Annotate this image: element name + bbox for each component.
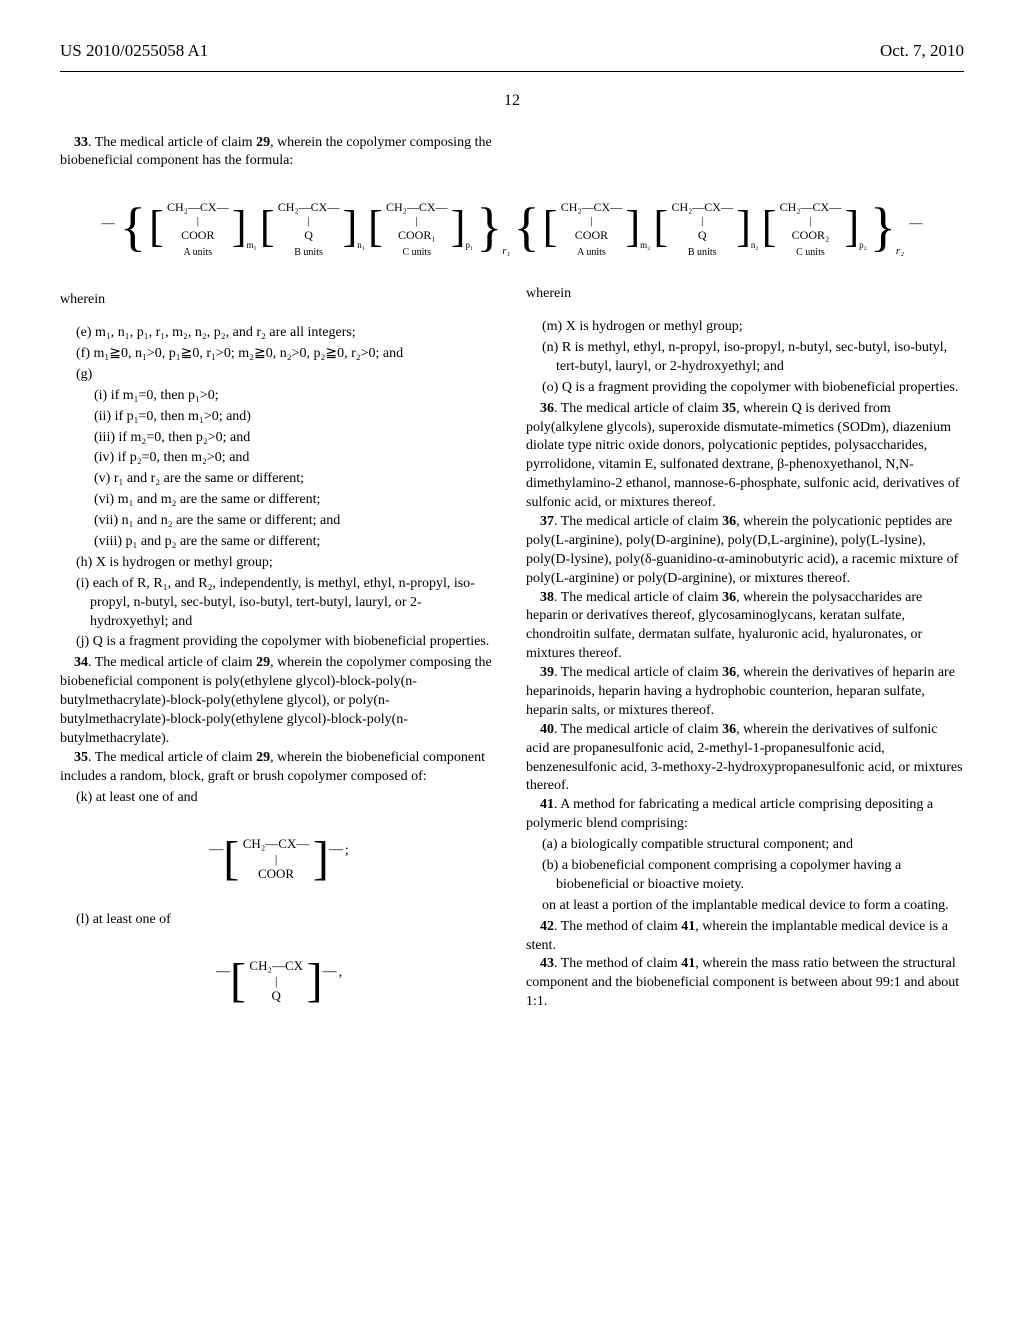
c33-g-vii: (vii) n₁ and n₂ are the same or differen…: [60, 512, 498, 531]
c33-h: (h) X is hydrogen or methyl group;: [60, 554, 498, 573]
formula-wide: — { [ CH₂—CX— | COOR A units ]m₁ [ CH₂—C…: [60, 199, 964, 259]
c35-k: (k) at least one of and: [60, 789, 498, 808]
claim-36: 36. The medical article of claim 35, whe…: [526, 400, 964, 513]
claim-37: 37. The medical article of claim 36, whe…: [526, 513, 964, 589]
claim-lead-text: . The medical article of claim: [554, 665, 722, 680]
c35-l: (l) at least one of: [60, 911, 498, 930]
c33-g-viii: (viii) p₁ and p₂ are the same or differe…: [60, 533, 498, 552]
claim-lead-text: . The medical article of claim: [88, 655, 256, 670]
body-columns: 33. The medical article of claim 29, whe…: [60, 134, 964, 1023]
unit-c1: CH₂—CX— | COOR₁ C units: [386, 199, 448, 259]
claim-38: 38. The medical article of claim 36, whe…: [526, 589, 964, 665]
claim-33: 33. The medical article of claim 29, whe…: [60, 134, 498, 172]
unit-a1: CH₂—CX— | COOR A units: [167, 199, 229, 259]
claim-ref: 29: [256, 655, 270, 670]
c33-e: (e) m₁, n₁, p₁, r₁, m₂, n₂, p₂, and r₂ a…: [60, 324, 498, 343]
c33-g-v: (v) r₁ and r₂ are the same or different;: [60, 470, 498, 489]
unit-c2: CH₂—CX— | COOR₂ C units: [780, 199, 842, 259]
claim-num: 43: [540, 956, 554, 971]
c33-g-iv: (iv) if p₂=0, then m₂>0; and: [60, 449, 498, 468]
claim-lead-text: . The medical article of claim: [88, 135, 256, 150]
unit-a2: CH₂—CX— | COOR A units: [561, 199, 623, 259]
doc-id: US 2010/0255058 A1: [60, 40, 208, 63]
claim-ref: 41: [681, 919, 695, 934]
claim-41: 41. A method for fabricating a medical a…: [526, 796, 964, 834]
wherein-35: wherein: [526, 285, 964, 304]
wherein-33: wherein: [60, 291, 498, 310]
c33-g-vi: (vi) m₁ and m₂ are the same or different…: [60, 491, 498, 510]
claim-lead-text: . The medical article of claim: [554, 722, 722, 737]
claim-43: 43. The method of claim 41, wherein the …: [526, 955, 964, 1012]
unit-b2: CH₂—CX— | Q B units: [671, 199, 733, 259]
formula-l: —[ CH₂—CX | Q ]—,: [60, 957, 498, 1004]
page: US 2010/0255058 A1 Oct. 7, 2010 12 33. T…: [0, 0, 1024, 1082]
claim-ref: 29: [256, 135, 270, 150]
c33-f: (f) m₁≧0, n₁>0, p₁≧0, r₁>0; m₂≧0, n₂>0, …: [60, 345, 498, 364]
claim-ref: 41: [681, 956, 695, 971]
c33-g: (g): [60, 366, 498, 385]
c35-n: (n) R is methyl, ethyl, n-propyl, iso-pr…: [526, 339, 964, 377]
claim-ref: 29: [256, 750, 270, 765]
claim-lead-text: . A method for fabricating a medical art…: [526, 797, 933, 831]
claim-ref: 36: [722, 514, 736, 529]
claim-num: 34: [74, 655, 88, 670]
claim-ref: 36: [722, 722, 736, 737]
claim-num: 35: [74, 750, 88, 765]
c35-m: (m) X is hydrogen or methyl group;: [526, 318, 964, 337]
c41-b: (b) a biobeneficial component comprising…: [526, 857, 964, 895]
claim-ref: 36: [722, 590, 736, 605]
unit-b1: CH₂—CX— | Q B units: [278, 199, 340, 259]
claim-34: 34. The medical article of claim 29, whe…: [60, 654, 498, 748]
claim-lead-text: . The method of claim: [554, 919, 681, 934]
claim-35: 35. The medical article of claim 29, whe…: [60, 749, 498, 787]
claim-num: 38: [540, 590, 554, 605]
claim-lead-text: . The method of claim: [554, 956, 681, 971]
running-header: US 2010/0255058 A1 Oct. 7, 2010: [60, 40, 964, 63]
claim-lead-text: . The medical article of claim: [554, 590, 722, 605]
claim-num: 33: [74, 135, 88, 150]
c33-g-ii: (ii) if p₁=0, then m₁>0; and): [60, 408, 498, 427]
claim-num: 39: [540, 665, 554, 680]
c41-a: (a) a biologically compatible structural…: [526, 836, 964, 855]
claim-lead-text: . The medical article of claim: [554, 401, 722, 416]
c35-o: (o) Q is a fragment providing the copoly…: [526, 379, 964, 398]
claim-ref: 35: [722, 401, 736, 416]
claim-39: 39. The medical article of claim 36, whe…: [526, 664, 964, 721]
claim-lead-text: . The medical article of claim: [88, 750, 256, 765]
claim-num: 40: [540, 722, 554, 737]
formula-k: —[ CH₂—CX— | COOR ]—;: [60, 835, 498, 882]
claim-42: 42. The method of claim 41, wherein the …: [526, 918, 964, 956]
page-number: 12: [60, 90, 964, 112]
c33-i: (i) each of R, R₁, and R₂, independently…: [60, 575, 498, 632]
c41-c: on at least a portion of the implantable…: [526, 897, 964, 916]
claim-lead-text: . The medical article of claim: [554, 514, 722, 529]
claim-num: 37: [540, 514, 554, 529]
claim-num: 41: [540, 797, 554, 812]
c33-j: (j) Q is a fragment providing the copoly…: [60, 633, 498, 652]
claim-tail: , wherein Q is derived from poly(alkylen…: [526, 401, 960, 510]
doc-date: Oct. 7, 2010: [880, 40, 964, 63]
claim-ref: 36: [722, 665, 736, 680]
c33-g-i: (i) if m₁=0, then p₁>0;: [60, 387, 498, 406]
claim-num: 36: [540, 401, 554, 416]
header-rule: [60, 71, 964, 72]
claim-40: 40. The medical article of claim 36, whe…: [526, 721, 964, 797]
c33-g-iii: (iii) if m₂=0, then p₂>0; and: [60, 429, 498, 448]
claim-num: 42: [540, 919, 554, 934]
